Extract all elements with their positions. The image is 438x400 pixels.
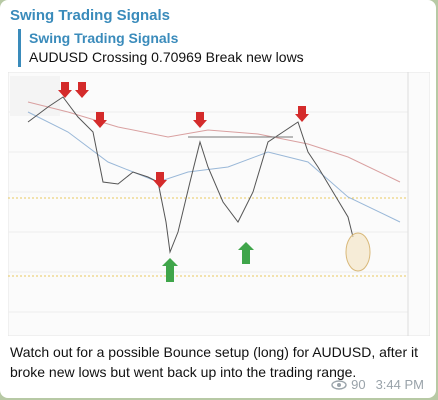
- views: 90: [351, 377, 366, 392]
- message-text: Watch out for a possible Bounce setup (l…: [10, 344, 419, 380]
- quote-text: AUDUSD Crossing 0.70969 Break new lows: [29, 49, 304, 65]
- channel-name[interactable]: Swing Trading Signals: [10, 7, 171, 24]
- message-meta: 90 3:44 PM: [331, 377, 424, 392]
- chart-image[interactable]: [8, 72, 430, 336]
- time: 3:44 PM: [375, 377, 424, 392]
- reply-quote[interactable]: Swing Trading Signals AUDUSD Crossing 0.…: [18, 29, 304, 67]
- quote-author: Swing Trading Signals: [29, 30, 179, 46]
- views-icon: [331, 379, 347, 390]
